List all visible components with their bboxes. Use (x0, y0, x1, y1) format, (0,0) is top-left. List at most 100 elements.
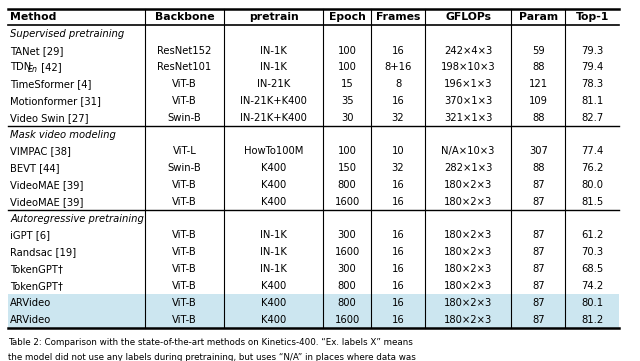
Text: 30: 30 (341, 113, 353, 123)
Text: Epoch: Epoch (329, 12, 365, 22)
Text: 800: 800 (338, 281, 356, 291)
Text: 87: 87 (532, 197, 545, 207)
Text: 16: 16 (392, 230, 404, 240)
Text: 88: 88 (532, 163, 545, 173)
Text: Swin-B: Swin-B (168, 113, 202, 123)
Text: IN-1K: IN-1K (260, 264, 287, 274)
Text: 80.1: 80.1 (581, 298, 604, 308)
Text: BEVT [44]: BEVT [44] (10, 163, 60, 173)
FancyBboxPatch shape (8, 311, 620, 328)
Text: [42]: [42] (38, 62, 61, 73)
Text: 88: 88 (532, 62, 545, 73)
Text: 242×4×3: 242×4×3 (444, 45, 492, 56)
Text: 282×1×3: 282×1×3 (444, 163, 492, 173)
Text: 321×1×3: 321×1×3 (444, 113, 492, 123)
Text: 300: 300 (338, 264, 356, 274)
Text: VideoMAE [39]: VideoMAE [39] (10, 180, 84, 190)
Text: TANet [29]: TANet [29] (10, 45, 64, 56)
Text: 87: 87 (532, 281, 545, 291)
Text: Video Swin [27]: Video Swin [27] (10, 113, 89, 123)
Text: VIMPAC [38]: VIMPAC [38] (10, 147, 71, 156)
Text: 78.3: 78.3 (581, 79, 604, 89)
Text: 180×2×3: 180×2×3 (444, 264, 492, 274)
Text: 800: 800 (338, 298, 356, 308)
Text: 79.4: 79.4 (581, 62, 604, 73)
Text: 87: 87 (532, 230, 545, 240)
Text: 87: 87 (532, 180, 545, 190)
Text: 16: 16 (392, 298, 404, 308)
Text: ViT-B: ViT-B (172, 314, 197, 325)
Text: TDN: TDN (10, 62, 31, 73)
Text: K400: K400 (261, 314, 287, 325)
Text: IN-1K: IN-1K (260, 247, 287, 257)
Text: 35: 35 (340, 96, 353, 106)
Text: 1600: 1600 (335, 314, 360, 325)
Text: ViT-B: ViT-B (172, 281, 197, 291)
Text: ResNet101: ResNet101 (157, 62, 212, 73)
Text: 77.4: 77.4 (581, 147, 604, 156)
Text: 80.0: 80.0 (581, 180, 604, 190)
Text: 8: 8 (395, 79, 401, 89)
FancyBboxPatch shape (8, 294, 620, 311)
Text: Top-1: Top-1 (576, 12, 609, 22)
Text: ViT-B: ViT-B (172, 247, 197, 257)
Text: 32: 32 (392, 113, 404, 123)
Text: 198×10×3: 198×10×3 (441, 62, 495, 73)
Text: 109: 109 (529, 96, 548, 106)
Text: En: En (28, 65, 38, 74)
Text: 16: 16 (392, 264, 404, 274)
Text: 74.2: 74.2 (581, 281, 604, 291)
Text: 87: 87 (532, 314, 545, 325)
Text: Method: Method (10, 12, 57, 22)
Text: 81.1: 81.1 (581, 96, 604, 106)
Text: 180×2×3: 180×2×3 (444, 281, 492, 291)
Text: 70.3: 70.3 (581, 247, 604, 257)
Text: K400: K400 (261, 180, 287, 190)
Text: Autoregressive pretraining: Autoregressive pretraining (10, 214, 144, 224)
Text: 180×2×3: 180×2×3 (444, 314, 492, 325)
Text: ViT-B: ViT-B (172, 180, 197, 190)
Text: pretrain: pretrain (249, 12, 299, 22)
Text: K400: K400 (261, 281, 287, 291)
Text: 100: 100 (338, 45, 356, 56)
Text: 150: 150 (337, 163, 356, 173)
Text: GFLOPs: GFLOPs (445, 12, 491, 22)
Text: 59: 59 (532, 45, 545, 56)
Text: IN-1K: IN-1K (260, 45, 287, 56)
Text: 16: 16 (392, 314, 404, 325)
Text: ARVideo: ARVideo (10, 298, 52, 308)
Text: 16: 16 (392, 247, 404, 257)
Text: K400: K400 (261, 163, 287, 173)
Text: 16: 16 (392, 180, 404, 190)
Text: 1600: 1600 (335, 247, 360, 257)
Text: 180×2×3: 180×2×3 (444, 298, 492, 308)
Text: 81.2: 81.2 (581, 314, 604, 325)
Text: the model did not use any labels during pretraining, but uses “N/A” in places wh: the model did not use any labels during … (8, 353, 415, 361)
Text: ViT-B: ViT-B (172, 264, 197, 274)
Text: IN-1K: IN-1K (260, 62, 287, 73)
Text: 87: 87 (532, 247, 545, 257)
Text: 76.2: 76.2 (581, 163, 604, 173)
Text: Table 2: Comparison with the state-of-the-art methods on Kinetics-400. “Ex. labe: Table 2: Comparison with the state-of-th… (8, 338, 413, 347)
Text: 68.5: 68.5 (581, 264, 604, 274)
Text: 10: 10 (392, 147, 404, 156)
Text: N/A×10×3: N/A×10×3 (442, 147, 495, 156)
Text: ARVideo: ARVideo (10, 314, 52, 325)
Text: VideoMAE [39]: VideoMAE [39] (10, 197, 84, 207)
Text: 82.7: 82.7 (581, 113, 604, 123)
Text: TimeSformer [4]: TimeSformer [4] (10, 79, 92, 89)
Text: 8+16: 8+16 (385, 62, 412, 73)
Text: TokenGPT†: TokenGPT† (10, 264, 63, 274)
Text: ViT-B: ViT-B (172, 79, 197, 89)
Text: IN-21K: IN-21K (257, 79, 291, 89)
Text: ViT-B: ViT-B (172, 197, 197, 207)
Text: 32: 32 (392, 163, 404, 173)
Text: K400: K400 (261, 298, 287, 308)
Text: 121: 121 (529, 79, 548, 89)
Text: 79.3: 79.3 (581, 45, 604, 56)
Text: 15: 15 (340, 79, 353, 89)
Text: 180×2×3: 180×2×3 (444, 197, 492, 207)
Text: Randsac [19]: Randsac [19] (10, 247, 76, 257)
Text: IN-21K+K400: IN-21K+K400 (241, 96, 307, 106)
Text: 196×1×3: 196×1×3 (444, 79, 492, 89)
